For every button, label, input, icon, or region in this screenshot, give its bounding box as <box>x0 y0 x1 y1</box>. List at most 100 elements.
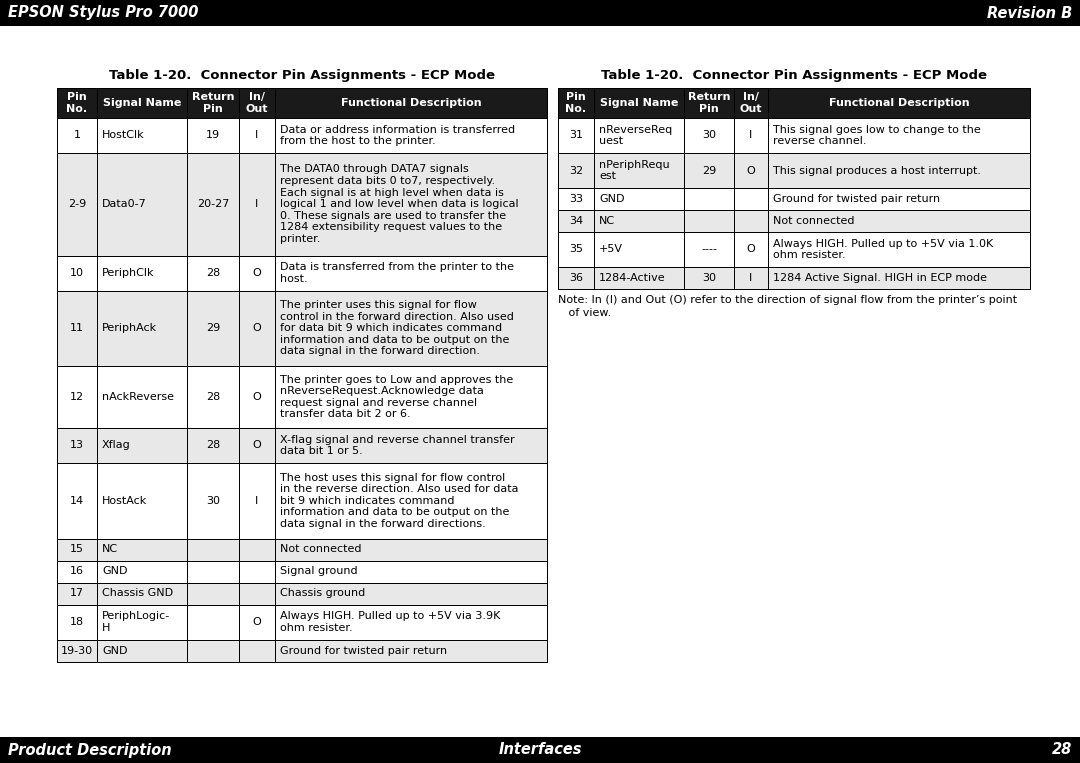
Bar <box>97 463 187 539</box>
Bar <box>97 118 187 153</box>
Bar <box>684 118 734 153</box>
Text: 19: 19 <box>206 130 220 140</box>
Text: 19-30: 19-30 <box>60 645 93 655</box>
Bar <box>684 188 734 210</box>
Bar <box>187 582 239 604</box>
Bar <box>684 153 734 188</box>
Text: Ground for twisted pair return: Ground for twisted pair return <box>773 194 940 204</box>
Text: I: I <box>750 273 753 283</box>
Bar <box>57 366 546 428</box>
Bar <box>187 428 239 463</box>
Text: 12: 12 <box>70 392 84 402</box>
Bar <box>57 118 97 153</box>
Bar <box>239 366 275 428</box>
Bar <box>734 153 768 188</box>
Bar <box>57 256 97 291</box>
Bar <box>594 232 684 267</box>
Text: Table 1-20.  Connector Pin Assignments - ECP Mode: Table 1-20. Connector Pin Assignments - … <box>600 69 987 82</box>
Bar <box>57 88 97 118</box>
Bar <box>57 561 97 582</box>
Text: Functional Description: Functional Description <box>340 98 482 108</box>
Text: Pin
No.: Pin No. <box>566 92 586 114</box>
Text: GND: GND <box>102 645 127 655</box>
Text: 16: 16 <box>70 566 84 577</box>
Text: 13: 13 <box>70 440 84 450</box>
Bar <box>57 463 546 539</box>
Text: 36: 36 <box>569 273 583 283</box>
Bar <box>57 561 546 582</box>
Bar <box>239 88 275 118</box>
Bar <box>97 604 187 639</box>
Text: I: I <box>255 199 258 209</box>
Bar <box>275 291 546 366</box>
Bar <box>239 539 275 561</box>
Text: 28: 28 <box>206 440 220 450</box>
Bar <box>594 118 684 153</box>
Bar <box>57 428 546 463</box>
Text: Table 1-20.  Connector Pin Assignments - ECP Mode: Table 1-20. Connector Pin Assignments - … <box>109 69 495 82</box>
Text: In/
Out: In/ Out <box>246 92 268 114</box>
Bar <box>275 118 546 153</box>
Text: 31: 31 <box>569 130 583 140</box>
Bar <box>239 291 275 366</box>
Bar <box>768 232 1030 267</box>
Text: This signal goes low to change to the
reverse channel.: This signal goes low to change to the re… <box>773 124 981 146</box>
Bar <box>275 639 546 662</box>
Text: I: I <box>255 130 258 140</box>
Bar <box>768 118 1030 153</box>
Bar <box>57 291 546 366</box>
Text: Ground for twisted pair return: Ground for twisted pair return <box>280 645 447 655</box>
Bar <box>275 539 546 561</box>
Bar <box>97 153 187 256</box>
Bar <box>275 604 546 639</box>
Text: Not connected: Not connected <box>773 216 854 226</box>
Bar <box>558 210 594 232</box>
Text: 10: 10 <box>70 268 84 278</box>
Text: 30: 30 <box>702 273 716 283</box>
Bar <box>275 428 546 463</box>
Text: X-flag signal and reverse channel transfer
data bit 1 or 5.: X-flag signal and reverse channel transf… <box>280 435 515 456</box>
Bar <box>97 88 187 118</box>
Text: I: I <box>255 496 258 506</box>
Bar <box>684 210 734 232</box>
Bar <box>57 539 546 561</box>
Bar <box>57 428 97 463</box>
Bar <box>239 604 275 639</box>
Text: I: I <box>750 130 753 140</box>
Text: The host uses this signal for flow control
in the reverse direction. Also used f: The host uses this signal for flow contr… <box>280 472 518 529</box>
Bar <box>97 291 187 366</box>
Text: O: O <box>253 324 261 333</box>
Bar <box>187 539 239 561</box>
Bar <box>558 188 594 210</box>
Bar <box>275 153 546 256</box>
Bar <box>734 267 768 289</box>
Text: of view.: of view. <box>558 308 611 318</box>
Bar <box>558 210 1030 232</box>
Bar <box>187 291 239 366</box>
Bar <box>594 267 684 289</box>
Text: Data0-7: Data0-7 <box>102 199 147 209</box>
Text: Always HIGH. Pulled up to +5V via 3.9K
ohm resister.: Always HIGH. Pulled up to +5V via 3.9K o… <box>280 611 500 633</box>
Text: In/
Out: In/ Out <box>740 92 762 114</box>
Text: 2-9: 2-9 <box>68 199 86 209</box>
Bar <box>558 153 1030 188</box>
Text: Functional Description: Functional Description <box>828 98 970 108</box>
Text: Product Description: Product Description <box>8 742 172 758</box>
Text: 28: 28 <box>206 268 220 278</box>
Bar <box>0 737 1080 763</box>
Text: NC: NC <box>599 216 616 226</box>
Bar <box>97 582 187 604</box>
Bar <box>768 267 1030 289</box>
Bar <box>558 267 594 289</box>
Text: PeriphAck: PeriphAck <box>102 324 157 333</box>
Text: 17: 17 <box>70 588 84 598</box>
Text: 1284-Active: 1284-Active <box>599 273 665 283</box>
Bar <box>275 463 546 539</box>
Bar <box>239 118 275 153</box>
Text: O: O <box>253 268 261 278</box>
Text: PeriphLogic-
H: PeriphLogic- H <box>102 611 171 633</box>
Bar <box>239 428 275 463</box>
Bar <box>275 366 546 428</box>
Bar <box>57 582 97 604</box>
Text: Return
Pin: Return Pin <box>192 92 234 114</box>
